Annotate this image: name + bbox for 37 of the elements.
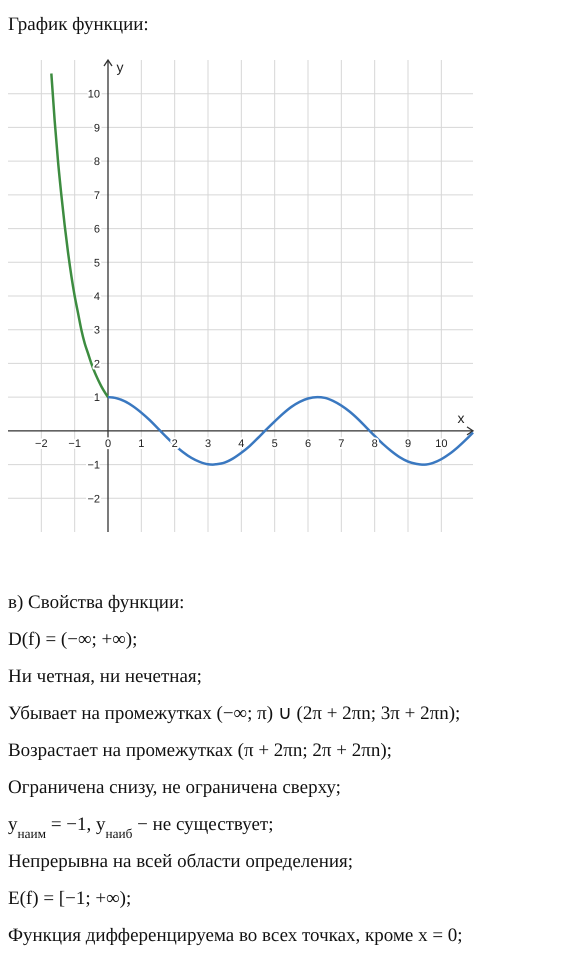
x-axis-title: x — [458, 410, 464, 426]
x-tick-label: 4 — [238, 438, 244, 450]
text: E(f) = [−1; +∞); — [8, 888, 132, 909]
y-tick-label: 4 — [94, 291, 100, 303]
text: Ограничена снизу, не ограничена сверху; — [8, 777, 341, 798]
y-tick-label: 10 — [88, 88, 100, 101]
x-tick-label: −2 — [35, 438, 48, 450]
text: y$_{наим}$ = −1, y$_{наиб}$ − не существует; — [8, 814, 274, 840]
y-axis-title: y — [116, 59, 124, 75]
chart-title: График функции: — [8, 14, 149, 35]
text: Ни четная, ни нечетная; — [8, 666, 202, 687]
y-tick-label: 5 — [94, 257, 100, 270]
x-tick-label: 3 — [204, 438, 212, 450]
y-tick-label: −2 — [87, 493, 100, 506]
y-tick-label: −1 — [87, 460, 100, 472]
x-tick-label: 10 — [435, 438, 448, 450]
y-tick-label: 1 — [94, 392, 100, 404]
line-series — [106, 396, 474, 466]
x-tick-label: 5 — [272, 438, 278, 450]
x-tick-label: −1 — [68, 438, 81, 450]
y-tick-label: 2 — [94, 358, 100, 370]
x-tick-label: 7 — [338, 438, 344, 450]
x-tick-label: 1 — [138, 438, 144, 450]
text: D(f) = (−∞; +∞); — [8, 629, 138, 650]
y-tick-label: 3 — [94, 324, 100, 337]
x-tick-label: 8 — [372, 438, 378, 450]
x-tick-label: 9 — [404, 438, 412, 450]
x-tick-label: 6 — [304, 438, 312, 450]
text: Убывает на промежутках (−∞; π) ∪ (2π + 2πn; 3π + 2πn); — [8, 703, 460, 724]
text: Функция дифференцируема во всех точках, кроме x = 0; — [8, 925, 463, 946]
y-tick-label: 9 — [94, 122, 100, 134]
text: в) Свойства функции: — [8, 592, 184, 613]
y-tick-label: 6 — [94, 224, 100, 236]
text: Непрерывна на всей области определения; — [8, 851, 354, 872]
text: Возрастает на промежутках (π + 2πn; 2π + 2πn); — [8, 740, 392, 761]
y-tick-label: 8 — [94, 156, 100, 168]
y-tick-label: 7 — [94, 190, 100, 202]
